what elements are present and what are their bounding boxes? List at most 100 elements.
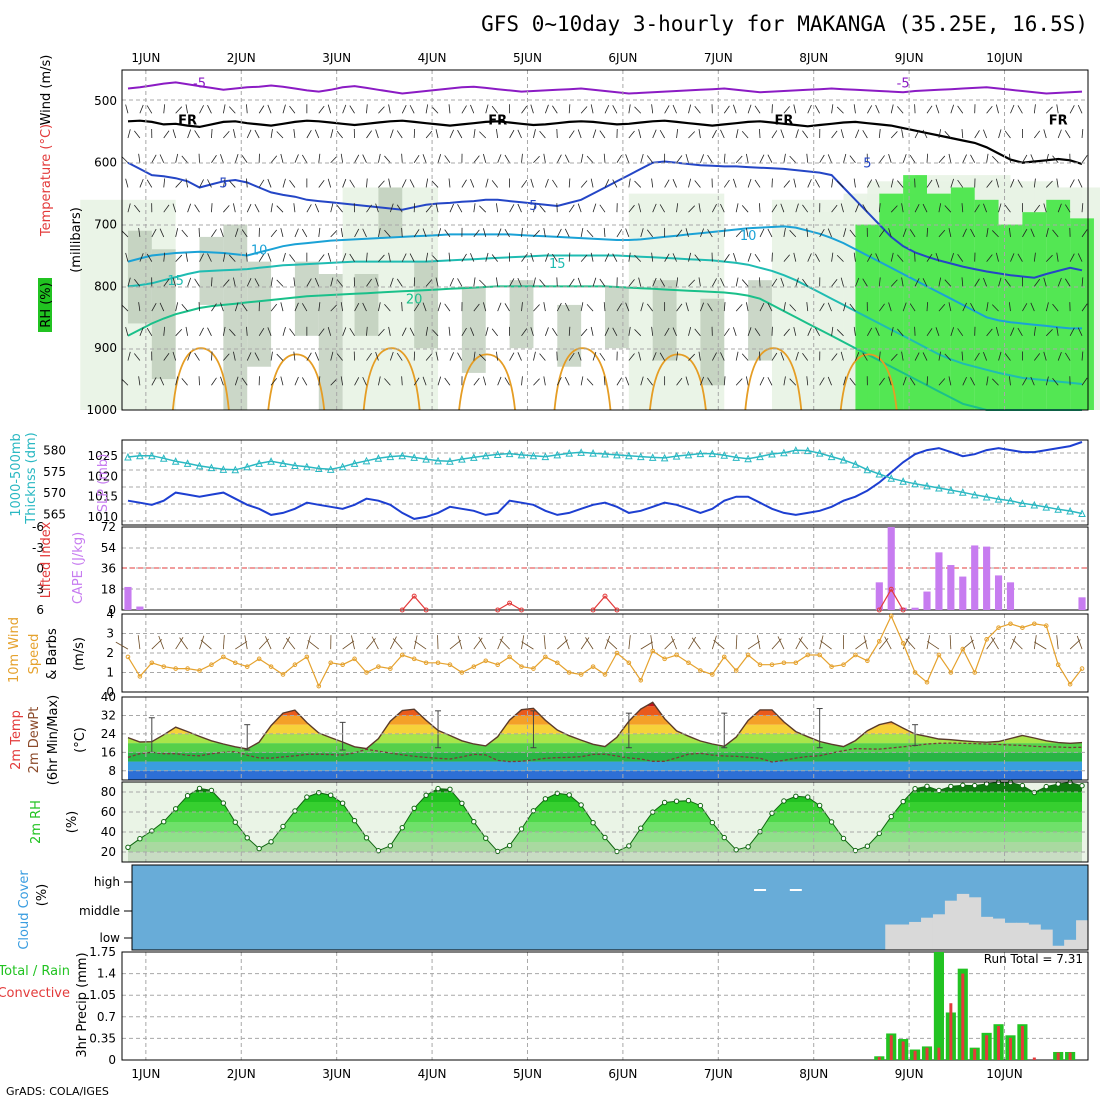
wind-barb (840, 129, 844, 139)
ytick-wind: 1 (106, 666, 114, 680)
wind-barb (672, 104, 677, 114)
wind-barb (909, 154, 916, 163)
wind10-marker (590, 664, 596, 669)
wind10-marker (698, 668, 703, 673)
wind-barb (187, 277, 192, 287)
ytick-thickness: 575 (43, 465, 66, 479)
wind-barb (254, 204, 260, 213)
wind-barb (723, 302, 726, 312)
wind-barb (246, 352, 252, 361)
wind-barb (211, 351, 213, 361)
wind-barb (327, 252, 332, 262)
wind-barb (258, 105, 265, 114)
xtick-bottom: 1JUN (131, 1067, 160, 1081)
wind-barb (855, 203, 860, 213)
wind10-marker (1020, 625, 1025, 630)
wind-barb (336, 279, 343, 287)
thickness-marker (124, 452, 132, 461)
wind-barb (146, 179, 153, 188)
wind-barb (926, 179, 933, 188)
wind-barb (771, 352, 778, 361)
wind-barb (509, 204, 515, 213)
rh-marker (721, 834, 727, 841)
ylabel-slp: SLP (mb) (96, 454, 111, 513)
wind-barb (1017, 179, 1023, 188)
wind-barb (853, 326, 856, 336)
wind-barb (733, 178, 737, 188)
wind-barb (461, 253, 467, 262)
wind-barb (366, 326, 368, 336)
wind-barb (276, 353, 284, 361)
thickness-marker (648, 453, 657, 461)
ylabel-speed: Speed (27, 634, 42, 675)
wind-barb (890, 252, 894, 262)
wind-barb (448, 252, 451, 262)
wind-barb (533, 378, 540, 386)
wind-barb (1069, 105, 1075, 114)
precip-conv-bar (1008, 1037, 1012, 1060)
wind-barb (759, 228, 765, 238)
wind-barb (1034, 204, 1041, 213)
wind-barb (897, 254, 904, 262)
wind-barb (517, 203, 522, 213)
cape-bar (136, 606, 144, 610)
wind-barb (521, 153, 523, 163)
layer-main: -5 -5FR FR FR FR5551010151520500600700800900… (0, 51, 1100, 1081)
wind-barb (849, 155, 856, 163)
thickness-marker (410, 453, 418, 461)
thickness-marker (792, 446, 800, 454)
wind-barb (974, 352, 980, 361)
wind-barb (651, 326, 654, 336)
wind-barb (1081, 303, 1088, 312)
wind-barb (651, 104, 654, 114)
wind-barb (948, 376, 952, 386)
wind10-barb (713, 639, 725, 650)
rh-marker (339, 800, 346, 806)
wind-barb (685, 302, 689, 312)
ytick-cape: 0 (108, 603, 116, 617)
wind-barb (314, 129, 320, 139)
wind-barb (962, 154, 967, 163)
wind10-marker (960, 646, 966, 652)
xtick-top: 1JUN (131, 51, 160, 65)
wind-barb (366, 204, 372, 213)
panel-rh (122, 779, 1088, 862)
wind-barb (267, 104, 272, 114)
rh-marker (447, 786, 453, 792)
rh-marker (972, 782, 978, 789)
wind-barb (1077, 104, 1083, 114)
wind-barb (270, 277, 273, 287)
wind-barb (521, 105, 528, 114)
wind-barb (302, 377, 308, 386)
wind-barb (163, 326, 166, 336)
xtick-bottom: 6JUN (608, 1067, 637, 1081)
wind10-marker (936, 652, 942, 658)
panel-precip (874, 952, 1076, 1060)
wind-barb (366, 352, 372, 361)
wind10-marker (209, 662, 214, 668)
rh-area-green (1070, 218, 1094, 410)
wind10-marker (745, 652, 751, 658)
wind-barb (449, 277, 454, 287)
wind10-barb (235, 641, 248, 650)
wind-barb (628, 204, 635, 213)
wind-barb (590, 104, 594, 114)
wind-barb (780, 277, 785, 287)
wind-barb (634, 180, 642, 188)
wind-barb (138, 376, 141, 386)
wind-barb (241, 377, 248, 386)
wind-barb (223, 279, 230, 287)
wind-barb (992, 304, 999, 312)
wind-barb (974, 130, 980, 139)
wind-barb (625, 302, 630, 312)
wind-barb (1033, 326, 1036, 336)
wind-barb (1030, 154, 1035, 163)
cloud-column (1016, 922, 1029, 950)
wind-barb (733, 252, 737, 262)
wind-barb (961, 128, 964, 139)
thickness-marker (338, 462, 347, 471)
precip-conv-bar (913, 1050, 917, 1060)
thickness-marker (553, 450, 562, 459)
wind-barb (1033, 252, 1036, 262)
wind10-marker (733, 668, 739, 673)
